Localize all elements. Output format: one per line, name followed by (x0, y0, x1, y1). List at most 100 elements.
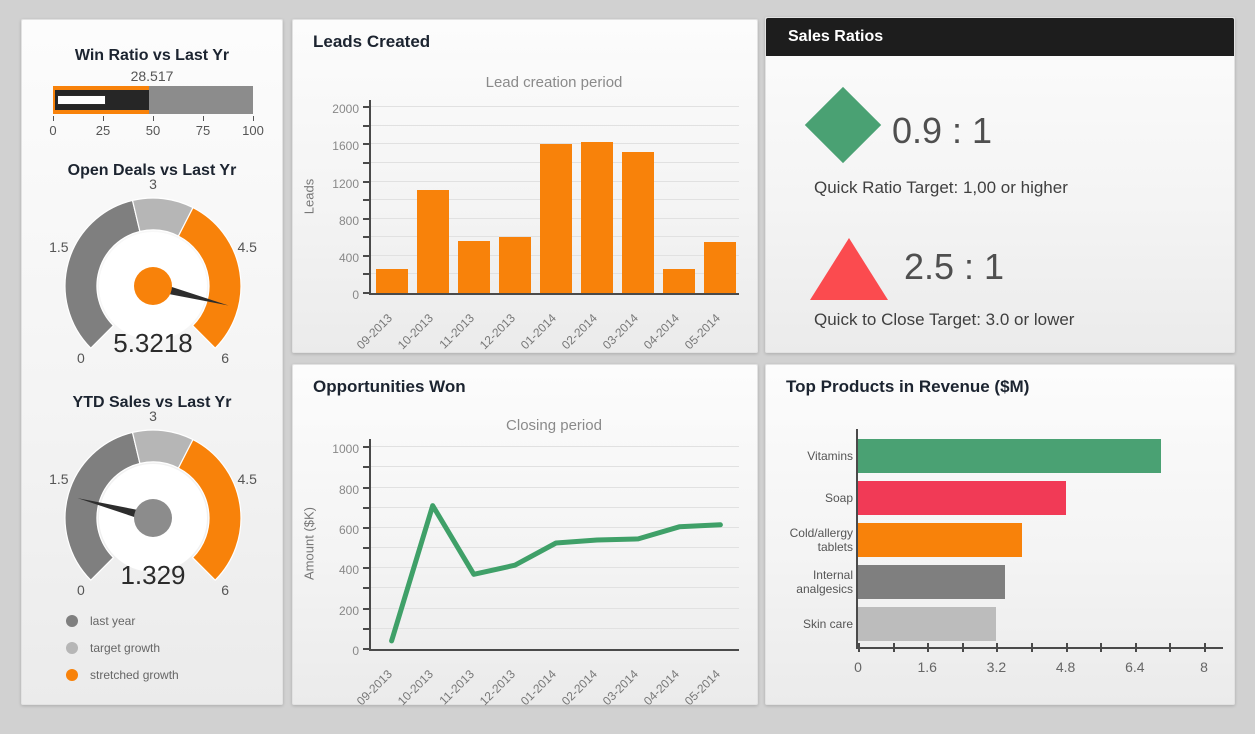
x-axis-tick (927, 643, 930, 652)
opportunities-won-panel: Opportunities Won Closing period 0 200 400… (292, 364, 758, 708)
category-label: Internal analgesics (796, 567, 853, 596)
open-deals-gauge: 0 1.5 3 4.5 6 5.3218 (49, 178, 257, 366)
win-ratio-bullet-chart (53, 86, 253, 114)
gauge-tick-label: 3 (149, 178, 157, 192)
y-axis-tick-label: 400 (338, 563, 359, 578)
ytd-sales-title: YTD Sales vs Last Yr (72, 394, 232, 411)
bar (540, 144, 572, 293)
y-axis-title: Leads (301, 178, 317, 214)
legend-color-dot (66, 615, 78, 627)
diamond-icon (804, 86, 882, 164)
axis-tick (253, 116, 254, 121)
x-axis-tick-label: 8 (1200, 659, 1208, 675)
axis-tick (153, 116, 154, 121)
gridline (371, 124, 739, 126)
y-axis-tick-label: 0 (352, 644, 359, 658)
y-axis-tick (363, 236, 369, 239)
top-products-panel-title: Top Products in Revenue ($M) (786, 377, 1030, 396)
gauge-tick-label: 1.5 (49, 471, 69, 487)
gauge-tick-label: 0 (77, 582, 85, 598)
ytd-sales-gauge: 0 1.5 3 4.5 6 1.329 (49, 410, 257, 598)
axis-tick-label: 25 (95, 123, 111, 138)
y-axis-line (856, 429, 858, 649)
x-axis-tick-label: 3.2 (986, 659, 1007, 675)
x-axis-tick (1134, 643, 1137, 652)
line-series (389, 503, 723, 644)
gauge-segment (177, 206, 242, 350)
opportunities-won-panel-title: Opportunities Won (313, 377, 466, 396)
win-ratio-value: 28.517 (130, 68, 174, 84)
gauge-hub (134, 499, 172, 537)
gridline (371, 547, 739, 548)
x-axis-tick (892, 643, 895, 652)
y-axis-tick (363, 199, 369, 202)
gridline (371, 526, 739, 528)
y-axis-tick (363, 273, 369, 276)
y-axis-tick (363, 607, 369, 610)
x-axis-tick (1204, 643, 1206, 652)
gridline (371, 506, 739, 508)
x-axis-tick (961, 643, 964, 652)
y-axis-tick (363, 106, 369, 109)
win-ratio-axis: 0 25 50 75 100 (49, 116, 264, 140)
x-axis-tick (858, 643, 860, 652)
y-axis-tick (363, 486, 369, 489)
y-axis-tick (363, 254, 369, 257)
x-axis-tick (1169, 643, 1172, 652)
open-deals-title: Open Deals vs Last Yr (67, 162, 237, 179)
legend-item-label: last year (90, 614, 136, 628)
top-products-panel: Top Products in Revenue ($M) Vitamins Soa… (765, 364, 1235, 705)
category-label: Skin care (802, 616, 853, 631)
y-axis-tick (363, 587, 369, 590)
y-axis-tick-label: 600 (338, 522, 359, 537)
leads-x-axis-labels: 09-2013 10-2013 11-2013 12-2013 01-2014 02-20… (354, 297, 739, 355)
gridline (371, 567, 739, 569)
y-axis-tick-label: 800 (338, 213, 359, 228)
legend-item-label: stretched growth (90, 668, 179, 682)
bar (858, 481, 1066, 515)
bar (581, 142, 614, 293)
category-label: Vitamins (807, 448, 853, 463)
y-axis-tick-label: 0 (352, 288, 359, 302)
x-axis-tick (1100, 643, 1103, 652)
gridline (371, 143, 739, 145)
gauge-hub (134, 267, 172, 305)
bar (498, 237, 531, 293)
leads-created-panel-title: Leads Created (313, 32, 431, 51)
sales-ratios-header: Sales Ratios (766, 18, 1234, 56)
y-axis-tick-label: 2000 (332, 102, 359, 117)
gauge-tick-label: 4.5 (237, 239, 257, 255)
y-axis-tick (363, 466, 369, 469)
x-axis-tick-label: 0 (854, 659, 862, 675)
leads-bar-chart: 0 400 800 1200 1600 2000 Leads (302, 100, 739, 302)
bar (622, 151, 655, 293)
category-label: Cold/allergy tablets (789, 525, 853, 554)
x-axis-tick (996, 643, 999, 652)
gauge-tick-label: 1.5 (49, 239, 69, 255)
bar (663, 268, 696, 293)
y-axis-tick (363, 162, 369, 164)
legend-item: stretched growth (66, 668, 179, 682)
top-products-bar-chart: Vitamins Soap Cold/allergy tablets Internal… (779, 429, 1226, 690)
gridline (371, 607, 739, 609)
x-axis-line (856, 647, 1223, 649)
triangle-icon (810, 238, 888, 300)
x-axis-tick (1031, 643, 1033, 652)
gridline (371, 466, 739, 468)
axis-tick-label: 0 (49, 123, 57, 138)
gridline (371, 446, 739, 448)
quick-to-close-value: 2.5 : 1 (904, 246, 1005, 287)
gauge-value: 1.329 (120, 560, 185, 590)
y-axis-tick-label: 1000 (332, 442, 359, 457)
gridline (371, 486, 739, 488)
gridline (371, 587, 739, 589)
y-axis-tick (363, 446, 369, 449)
bar (858, 565, 1005, 599)
y-axis-tick (363, 180, 369, 183)
y-axis-tick-label: 1600 (332, 139, 359, 154)
bullet-actual-bar (57, 95, 107, 105)
bar (858, 607, 997, 641)
axis-tick-label: 75 (195, 123, 211, 138)
gauge-legend: last year target growth stretched growth (66, 614, 179, 695)
